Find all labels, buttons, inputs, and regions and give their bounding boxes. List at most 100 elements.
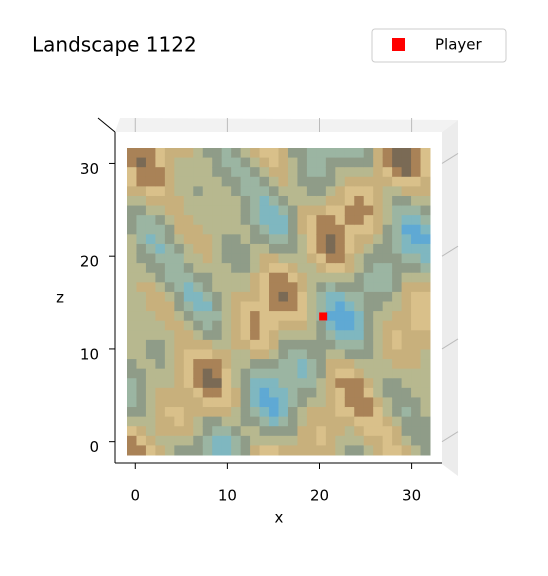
terrain-cell — [202, 397, 213, 408]
terrain-cell — [193, 282, 204, 293]
terrain-cell — [392, 291, 403, 302]
terrain-cell — [231, 291, 242, 302]
terrain-cell — [212, 167, 223, 178]
terrain-cell — [250, 330, 261, 341]
terrain-cell — [164, 243, 175, 255]
terrain-cell — [212, 330, 223, 341]
terrain-cell — [325, 349, 336, 360]
terrain-cell — [145, 359, 156, 370]
terrain-cell — [335, 359, 346, 370]
terrain-cell — [354, 282, 365, 293]
terrain-cell — [354, 445, 365, 456]
terrain-cell — [363, 330, 374, 341]
terrain-cell — [250, 263, 261, 274]
terrain-cell — [420, 368, 431, 379]
terrain-cell — [127, 378, 137, 389]
terrain-cell — [259, 359, 270, 370]
terrain-cell — [344, 148, 355, 159]
terrain-cell — [306, 195, 317, 207]
terrain-cell — [373, 387, 384, 398]
terrain-cell — [212, 148, 223, 159]
x-tick-label: 10 — [218, 487, 237, 505]
terrain-cell — [155, 407, 166, 418]
terrain-cell — [382, 186, 393, 197]
terrain-cell — [127, 282, 137, 293]
terrain-cell — [325, 320, 336, 331]
terrain-cell — [221, 186, 232, 197]
terrain-cell — [212, 378, 223, 389]
terrain-cell — [354, 195, 365, 207]
terrain-cell — [363, 243, 374, 255]
terrain-cell — [401, 397, 412, 408]
terrain-cell — [127, 359, 137, 370]
terrain-cell — [420, 445, 431, 456]
terrain-cell — [136, 243, 147, 255]
terrain-cell — [155, 195, 166, 207]
terrain-cell — [420, 167, 431, 178]
x-tick-label: 20 — [310, 487, 329, 505]
terrain-cell — [344, 282, 355, 293]
terrain-cell — [145, 301, 156, 312]
terrain-cell — [373, 234, 384, 245]
terrain-cell — [136, 195, 147, 207]
terrain-cell — [420, 378, 431, 389]
terrain-cell — [297, 320, 308, 331]
terrain-cell — [164, 195, 175, 207]
terrain-cell — [335, 368, 346, 379]
terrain-cell — [136, 291, 147, 302]
terrain-cell — [401, 157, 412, 168]
terrain-cell — [354, 359, 365, 370]
terrain-cell — [193, 387, 204, 398]
terrain-cell — [411, 368, 422, 379]
terrain-cell — [155, 282, 166, 293]
terrain-cell — [287, 195, 298, 207]
terrain-cell — [250, 435, 261, 446]
terrain-cell — [136, 301, 147, 312]
terrain-cell — [306, 301, 317, 312]
terrain-cell — [250, 387, 261, 398]
terrain-cell — [164, 435, 175, 446]
terrain-cell — [269, 387, 279, 398]
terrain-cell — [240, 301, 251, 312]
terrain-cell — [382, 359, 393, 370]
terrain-cell — [221, 148, 232, 159]
terrain-cell — [382, 339, 393, 350]
terrain-cell — [250, 195, 261, 207]
terrain-cell — [183, 349, 194, 360]
terrain-cell — [269, 416, 279, 427]
terrain-cell — [316, 224, 327, 235]
terrain-cell — [221, 215, 232, 226]
terrain-cell — [411, 387, 422, 398]
terrain-cell — [401, 407, 412, 418]
terrain-cell — [269, 157, 279, 168]
terrain-cell — [344, 167, 355, 178]
terrain-cell — [136, 234, 147, 245]
terrain-cell — [335, 167, 346, 178]
terrain-cell — [363, 349, 374, 360]
terrain-cell — [392, 368, 403, 379]
terrain-cell — [183, 368, 194, 379]
terrain-cell — [363, 445, 374, 456]
terrain-cell — [297, 215, 308, 226]
chart-title: Landscape 1122 — [32, 33, 197, 57]
terrain-cell — [259, 378, 270, 389]
terrain-cell — [392, 378, 403, 389]
terrain-cell — [155, 224, 166, 235]
terrain-cell — [221, 445, 232, 456]
terrain-cell — [183, 186, 194, 197]
terrain-cell — [287, 320, 298, 331]
terrain-cell — [231, 215, 242, 226]
terrain-cell — [363, 195, 374, 207]
terrain-cell — [316, 157, 327, 168]
terrain-cell — [221, 349, 232, 360]
terrain-cell — [297, 435, 308, 446]
terrain-cell — [174, 416, 185, 427]
terrain-cell — [316, 445, 327, 456]
terrain-cell — [221, 339, 232, 350]
terrain-cell — [278, 282, 289, 293]
terrain-cell — [278, 378, 289, 389]
terrain-cell — [202, 195, 213, 207]
terrain-cell — [287, 368, 298, 379]
terrain-cell — [373, 215, 384, 226]
terrain-cell — [259, 435, 270, 446]
